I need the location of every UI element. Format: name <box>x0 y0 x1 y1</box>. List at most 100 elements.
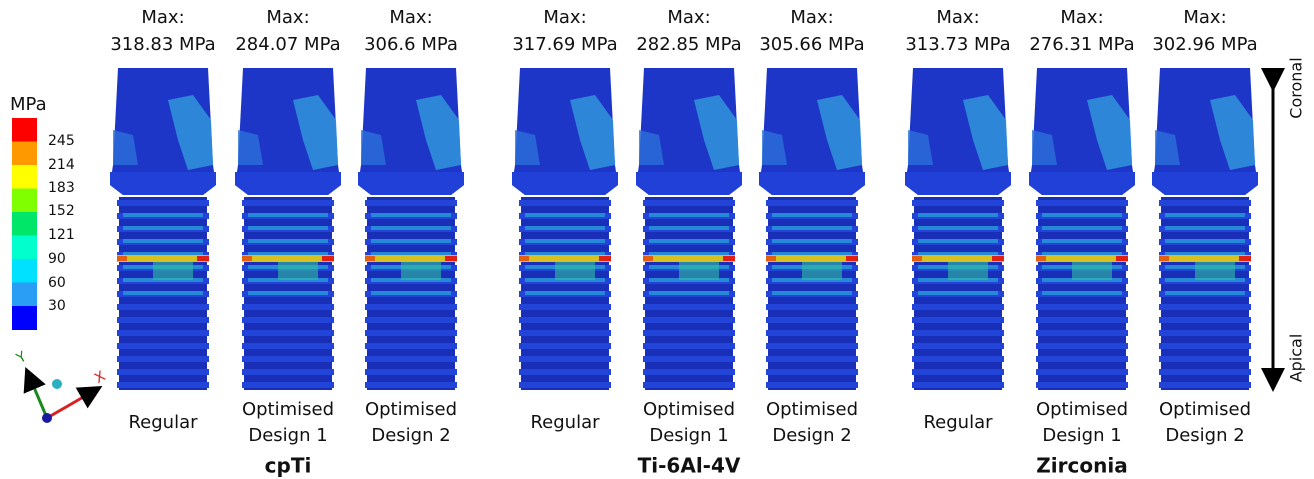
thread <box>1159 330 1251 336</box>
max-value: 284.07 MPa <box>235 34 340 55</box>
thread <box>1036 304 1128 310</box>
max-value: 305.66 MPa <box>759 34 864 55</box>
thread-stress <box>1042 226 1122 230</box>
thread <box>766 369 858 375</box>
implant-model <box>636 68 742 390</box>
design-label: Optimised <box>1036 399 1128 420</box>
thread <box>766 317 858 323</box>
thread <box>365 200 457 206</box>
hot-band <box>723 256 735 261</box>
thread <box>1036 200 1128 206</box>
stress-zone <box>278 262 318 280</box>
hot-band <box>1036 255 1128 262</box>
stress-zone <box>1072 262 1112 280</box>
page: MPa Y X Coronal Apical 24521418315212190… <box>0 0 1314 479</box>
thread <box>1036 382 1128 388</box>
abutment-collar <box>1152 172 1258 195</box>
thread <box>519 304 611 310</box>
hot-band <box>365 255 457 262</box>
thread <box>1159 317 1251 323</box>
thread <box>1036 330 1128 336</box>
max-label: Max: <box>1183 7 1226 28</box>
max-value: 302.96 MPa <box>1152 34 1257 55</box>
thread <box>1159 304 1251 310</box>
thread <box>117 356 209 362</box>
max-label: Max: <box>543 7 586 28</box>
implant-model <box>905 68 1011 390</box>
thread <box>643 200 735 206</box>
thread-stress <box>525 226 605 230</box>
thread <box>519 200 611 206</box>
thread <box>519 317 611 323</box>
thread <box>242 304 334 310</box>
hot-band <box>846 256 858 261</box>
group-label: Zirconia <box>1036 454 1127 478</box>
thread-stress <box>371 291 451 295</box>
color-bar <box>12 118 37 330</box>
thread-stress <box>918 213 998 217</box>
hot-band <box>1239 256 1251 261</box>
thread <box>912 200 1004 206</box>
thread-stress <box>525 291 605 295</box>
legend-tick: 60 <box>48 275 66 291</box>
hot-band <box>992 256 1004 261</box>
thread <box>117 304 209 310</box>
thread-stress <box>371 239 451 243</box>
figure: MPa Y X Coronal Apical 24521418315212190… <box>0 0 1314 479</box>
thread <box>1159 343 1251 349</box>
thread-stress <box>649 239 729 243</box>
implant-model <box>235 68 341 390</box>
abutment-collar <box>512 172 618 195</box>
implant-model <box>759 68 865 390</box>
thread <box>1159 382 1251 388</box>
thread <box>519 356 611 362</box>
svg-text:Y: Y <box>13 349 30 368</box>
hot-band <box>445 256 457 261</box>
thread <box>912 317 1004 323</box>
group-label: Ti-6Al-4V <box>638 454 741 478</box>
abutment-collar <box>235 172 341 195</box>
abutment-collar <box>905 172 1011 195</box>
thread-stress <box>1042 239 1122 243</box>
abutment-collar <box>1029 172 1135 195</box>
thread <box>766 356 858 362</box>
thread <box>912 369 1004 375</box>
thread-stress <box>1042 291 1122 295</box>
thread <box>365 330 457 336</box>
thread-stress <box>1165 239 1245 243</box>
max-label: Max: <box>790 7 833 28</box>
thread-stress <box>248 226 328 230</box>
stress-zone <box>555 262 595 280</box>
hot-band <box>322 256 334 261</box>
abutment-collar <box>358 172 464 195</box>
thread-stress <box>772 239 852 243</box>
abutment-collar <box>110 172 216 195</box>
thread <box>519 343 611 349</box>
thread <box>519 369 611 375</box>
thread <box>365 356 457 362</box>
hot-band <box>117 255 209 262</box>
thread <box>643 369 735 375</box>
hot-band <box>197 256 209 261</box>
stress-zone <box>153 262 193 280</box>
thread <box>117 369 209 375</box>
thread <box>242 356 334 362</box>
thread <box>365 317 457 323</box>
svg-text:X: X <box>92 368 109 387</box>
legend-tick: 90 <box>48 251 66 267</box>
thread-stress <box>1165 226 1245 230</box>
hot-band <box>519 255 611 262</box>
thread <box>117 200 209 206</box>
legend-tick: 30 <box>48 298 66 314</box>
thread-stress <box>371 213 451 217</box>
design-label: Optimised <box>365 399 457 420</box>
hot-band <box>912 256 922 261</box>
thread-stress <box>1165 213 1245 217</box>
stress-zone <box>1195 262 1235 280</box>
hot-band <box>1159 255 1251 262</box>
thread-stress <box>371 226 451 230</box>
thread-stress <box>1042 213 1122 217</box>
max-label: Max: <box>936 7 979 28</box>
hot-band <box>643 255 735 262</box>
thread-stress <box>649 213 729 217</box>
